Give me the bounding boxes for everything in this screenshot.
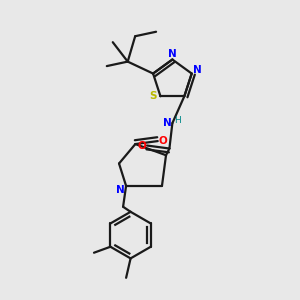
- Text: O: O: [137, 140, 146, 151]
- Text: N: N: [116, 185, 124, 195]
- Text: N: N: [168, 49, 177, 59]
- Text: N: N: [193, 65, 202, 75]
- Text: H: H: [174, 116, 181, 125]
- Text: N: N: [163, 118, 171, 128]
- Text: O: O: [159, 136, 167, 146]
- Text: S: S: [149, 91, 157, 101]
